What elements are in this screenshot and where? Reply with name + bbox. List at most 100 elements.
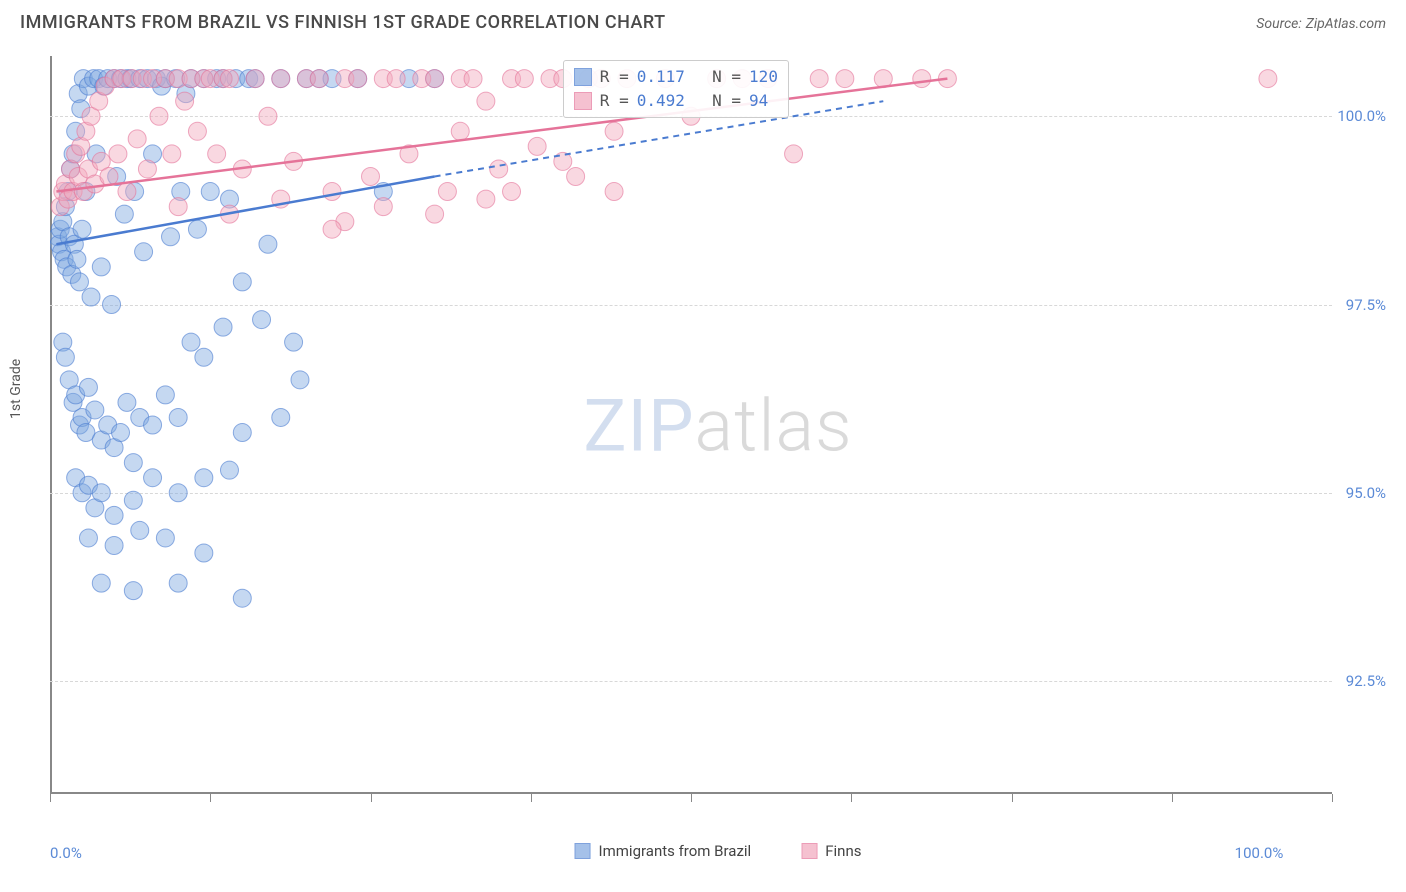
plot-svg: [50, 56, 1332, 794]
data-point: [131, 521, 149, 539]
x-tick: [1172, 794, 1173, 802]
data-point: [105, 536, 123, 554]
y-tick-label: 97.5%: [1346, 296, 1386, 314]
data-point: [259, 235, 277, 253]
data-point: [438, 183, 456, 201]
data-point: [253, 311, 271, 329]
x-tick: [851, 794, 852, 802]
data-point: [92, 574, 110, 592]
legend-n-label: N =: [693, 65, 741, 89]
data-point: [138, 160, 156, 178]
data-point: [144, 469, 162, 487]
data-point: [150, 107, 168, 125]
data-point: [68, 250, 86, 268]
data-point: [477, 92, 495, 110]
data-point: [323, 183, 341, 201]
data-point: [79, 378, 97, 396]
data-point: [73, 220, 91, 238]
legend-swatch: [575, 843, 591, 859]
data-point: [124, 491, 142, 509]
data-point: [195, 544, 213, 562]
stats-legend-row: R = 0.117 N = 120: [574, 65, 778, 89]
source-label: Source:: [1256, 16, 1301, 32]
legend-r-label: R =: [600, 65, 629, 89]
data-point: [92, 484, 110, 502]
data-point: [220, 461, 238, 479]
legend-r-value: 0.117: [637, 65, 685, 89]
data-point: [503, 183, 521, 201]
data-point: [105, 506, 123, 524]
data-point: [162, 228, 180, 246]
series-legend-item: Immigrants from Brazil: [575, 842, 752, 860]
data-point: [86, 401, 104, 419]
y-tick-label: 95.0%: [1346, 484, 1386, 502]
data-point: [272, 408, 290, 426]
y-axis-label: 1st Grade: [8, 359, 24, 419]
x-max-label: 100.0%: [1235, 844, 1284, 862]
data-point: [156, 529, 174, 547]
legend-n-value: 120: [749, 65, 778, 89]
data-point: [176, 92, 194, 110]
data-point: [188, 220, 206, 238]
data-point: [100, 167, 118, 185]
data-point: [109, 145, 127, 163]
x-tick: [531, 794, 532, 802]
data-point: [135, 243, 153, 261]
data-point: [464, 70, 482, 88]
legend-n-label: N =: [693, 89, 741, 113]
plot-area: 92.5%95.0%97.5%100.0% ZIPatlas R = 0.117…: [50, 56, 1386, 826]
data-point: [605, 122, 623, 140]
data-point: [128, 130, 146, 148]
data-point: [913, 70, 931, 88]
x-tick: [691, 794, 692, 802]
stats-legend-box: R = 0.117 N = 120R = 0.492 N = 94: [563, 60, 789, 118]
y-tick-label: 92.5%: [1346, 672, 1386, 690]
data-point: [515, 70, 533, 88]
data-point: [118, 393, 136, 411]
data-point: [79, 529, 97, 547]
series-legend-label: Finns: [825, 842, 861, 860]
x-tick: [1332, 794, 1333, 802]
data-point: [124, 582, 142, 600]
source-attribution: Source: ZipAtlas.com: [1256, 13, 1386, 32]
x-tick: [371, 794, 372, 802]
series-legend-label: Immigrants from Brazil: [599, 842, 752, 860]
data-point: [169, 198, 187, 216]
series-legend-item: Finns: [801, 842, 861, 860]
legend-swatch: [574, 68, 592, 86]
data-point: [124, 454, 142, 472]
data-point: [785, 145, 803, 163]
data-point: [208, 145, 226, 163]
data-point: [233, 273, 251, 291]
data-point: [451, 122, 469, 140]
data-point: [233, 589, 251, 607]
data-point: [426, 70, 444, 88]
data-point: [103, 296, 121, 314]
data-point: [182, 333, 200, 351]
data-point: [285, 333, 303, 351]
legend-n-value: 94: [749, 89, 768, 113]
data-point: [836, 70, 854, 88]
data-point: [92, 258, 110, 276]
y-tick-label: 100.0%: [1337, 107, 1386, 125]
data-point: [323, 220, 341, 238]
source-value: ZipAtlas.com: [1306, 16, 1386, 32]
data-point: [1259, 70, 1277, 88]
legend-r-label: R =: [600, 89, 629, 113]
data-point: [156, 386, 174, 404]
data-point: [477, 190, 495, 208]
data-point: [82, 288, 100, 306]
stats-legend-row: R = 0.492 N = 94: [574, 89, 778, 113]
data-point: [169, 408, 187, 426]
data-point: [272, 70, 290, 88]
legend-r-value: 0.492: [637, 89, 685, 113]
data-point: [201, 183, 219, 201]
data-point: [387, 70, 405, 88]
data-point: [567, 167, 585, 185]
scatter-chart: 1st Grade 92.5%95.0%97.5%100.0% ZIPatlas…: [50, 56, 1386, 826]
legend-swatch: [801, 843, 817, 859]
data-point: [195, 469, 213, 487]
data-point: [426, 205, 444, 223]
data-point: [374, 198, 392, 216]
x-tick: [50, 794, 51, 802]
